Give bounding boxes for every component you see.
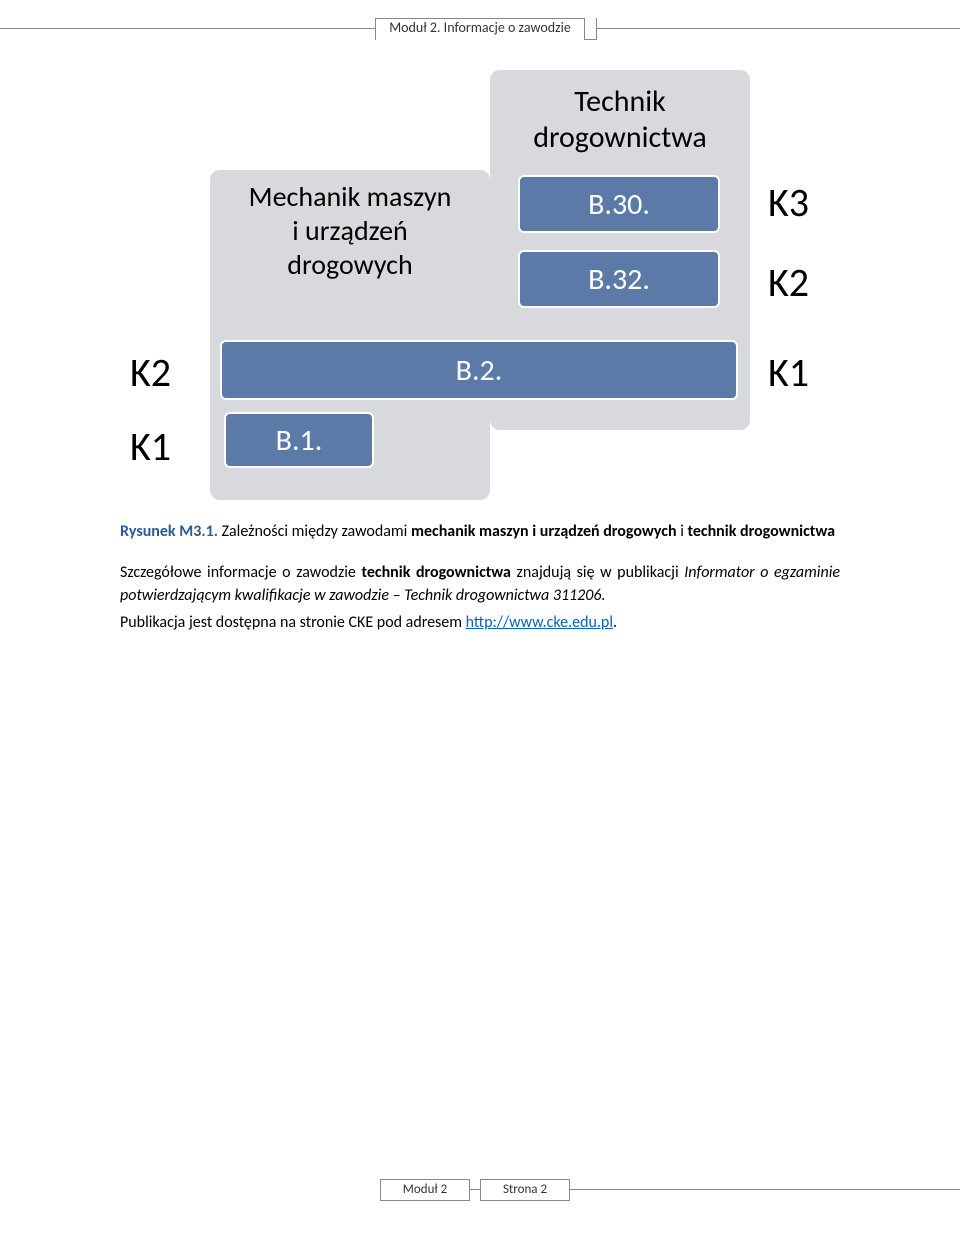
- caption-bold2: technik drogownictwa: [687, 522, 835, 541]
- code-box-b1: B.1.: [224, 412, 374, 468]
- right-panel-title: Technik drogownictwa: [490, 84, 750, 156]
- header-title-tab: Moduł 2. Informacje o zawodzie: [375, 18, 585, 40]
- left-title-line2: i urządzeń: [292, 213, 408, 248]
- caption-mid: i: [677, 522, 688, 541]
- k-label-right-k1: K1: [768, 348, 809, 397]
- k-label-left-k1: K1: [130, 422, 171, 471]
- header-tab-corner: [585, 18, 597, 40]
- left-title-line1: Mechanik maszyn: [249, 179, 452, 214]
- figure-label: Rysunek M3.1.: [120, 522, 218, 541]
- code-box-b30: B.30.: [518, 175, 720, 233]
- p2-t2: .: [613, 613, 617, 632]
- paragraph-1: Szczegółowe informacje o zawodzie techni…: [120, 561, 840, 607]
- code-box-b2-label: B.2.: [456, 352, 503, 389]
- p1-t1: Szczegółowe informacje o zawodzie: [120, 563, 361, 582]
- footer-page-box: Strona 2: [480, 1179, 570, 1201]
- p2-t1: Publikacja jest dostępna na stronie CKE …: [120, 613, 466, 632]
- body-text: Rysunek M3.1. Zależności między zawodami…: [120, 520, 840, 638]
- left-title-line3: drogowych: [287, 247, 412, 282]
- p1-bold: technik drogownictwa: [361, 563, 510, 582]
- code-box-b32: B.32.: [518, 250, 720, 308]
- figure-caption: Rysunek M3.1. Zależności między zawodami…: [120, 520, 840, 543]
- paragraph-2: Publikacja jest dostępna na stronie CKE …: [120, 611, 840, 634]
- page-header: Moduł 2. Informacje o zawodzie: [0, 18, 960, 38]
- right-title-line1: Technik: [574, 83, 666, 120]
- page-footer: Moduł 2 Strona 2: [0, 1189, 960, 1219]
- code-box-b2: B.2.: [220, 340, 738, 400]
- footer-module-box: Moduł 2: [380, 1179, 470, 1201]
- qualification-diagram: Technik drogownictwa Mechanik maszyn i u…: [120, 70, 840, 510]
- caption-bold1: mechanik maszyn i urządzeń drogowych: [411, 522, 677, 541]
- cke-link[interactable]: http://www.cke.edu.pl: [466, 613, 613, 632]
- left-panel-title: Mechanik maszyn i urządzeń drogowych: [210, 180, 490, 282]
- caption-pre: Zależności między zawodami: [218, 522, 411, 541]
- k-label-right-k2: K2: [768, 258, 809, 307]
- header-rule-right: [597, 28, 960, 29]
- code-box-b1-label: B.1.: [276, 422, 323, 459]
- p1-t2: znajdują się w publikacji: [511, 563, 684, 582]
- header-rule-left: [0, 28, 375, 29]
- k-label-right-k3: K3: [768, 178, 809, 227]
- code-box-b30-label: B.30.: [588, 186, 650, 223]
- k-label-left-k2: K2: [130, 348, 171, 397]
- right-title-line2: drogownictwa: [533, 119, 706, 156]
- code-box-b32-label: B.32.: [588, 261, 650, 298]
